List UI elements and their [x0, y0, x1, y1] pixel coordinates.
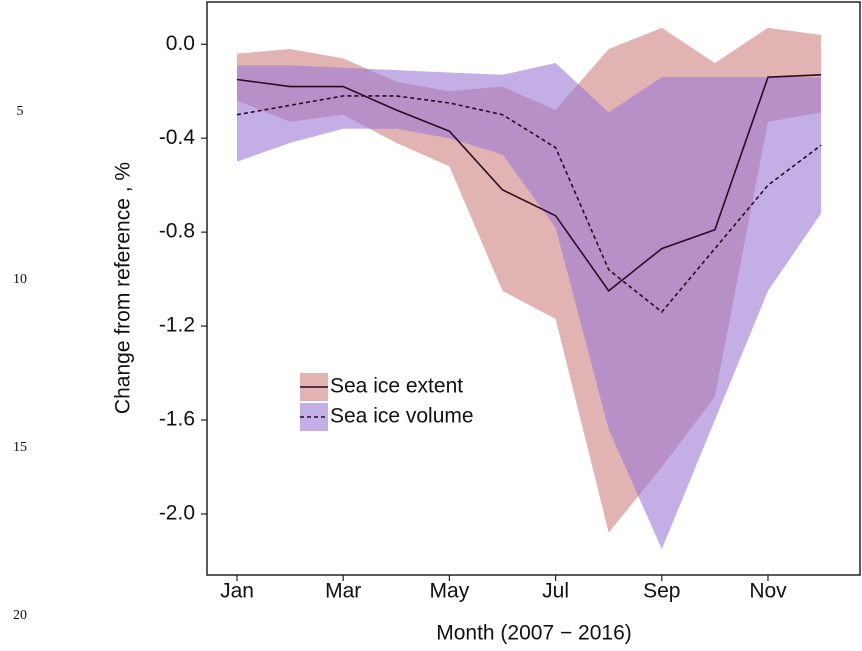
- x-tick-label: Jul: [542, 580, 569, 603]
- y-tick-label: -2.0: [159, 501, 195, 524]
- x-tick-label: May: [430, 580, 470, 603]
- plot-frame: [206, 1, 861, 576]
- line-number: 10: [13, 272, 27, 287]
- series-line: [236, 95, 822, 314]
- series-line: [236, 73, 822, 293]
- x-tick-label: Nov: [749, 580, 787, 603]
- line-number: 5: [17, 104, 24, 119]
- y-tick-label: -1.6: [159, 408, 195, 431]
- x-tick-label: Sep: [643, 580, 680, 603]
- y-tick-label: -1.2: [159, 314, 195, 337]
- uncertainty-band: [237, 63, 822, 550]
- x-tick-label: Jan: [220, 580, 254, 603]
- y-tick-label: -0.4: [159, 126, 196, 149]
- line-number: 20: [13, 608, 27, 623]
- y-tick-label: -0.8: [159, 220, 195, 243]
- x-tick-label: Mar: [325, 580, 361, 603]
- y-tick-label: 0.0: [166, 32, 195, 55]
- legend-label: Sea ice extent: [330, 375, 463, 398]
- y-axis-title: Change from reference , %: [112, 162, 135, 414]
- x-axis-title: Month (2007 − 2016): [436, 622, 632, 645]
- legend-label: Sea ice volume: [330, 405, 474, 428]
- line-number: 15: [13, 440, 27, 455]
